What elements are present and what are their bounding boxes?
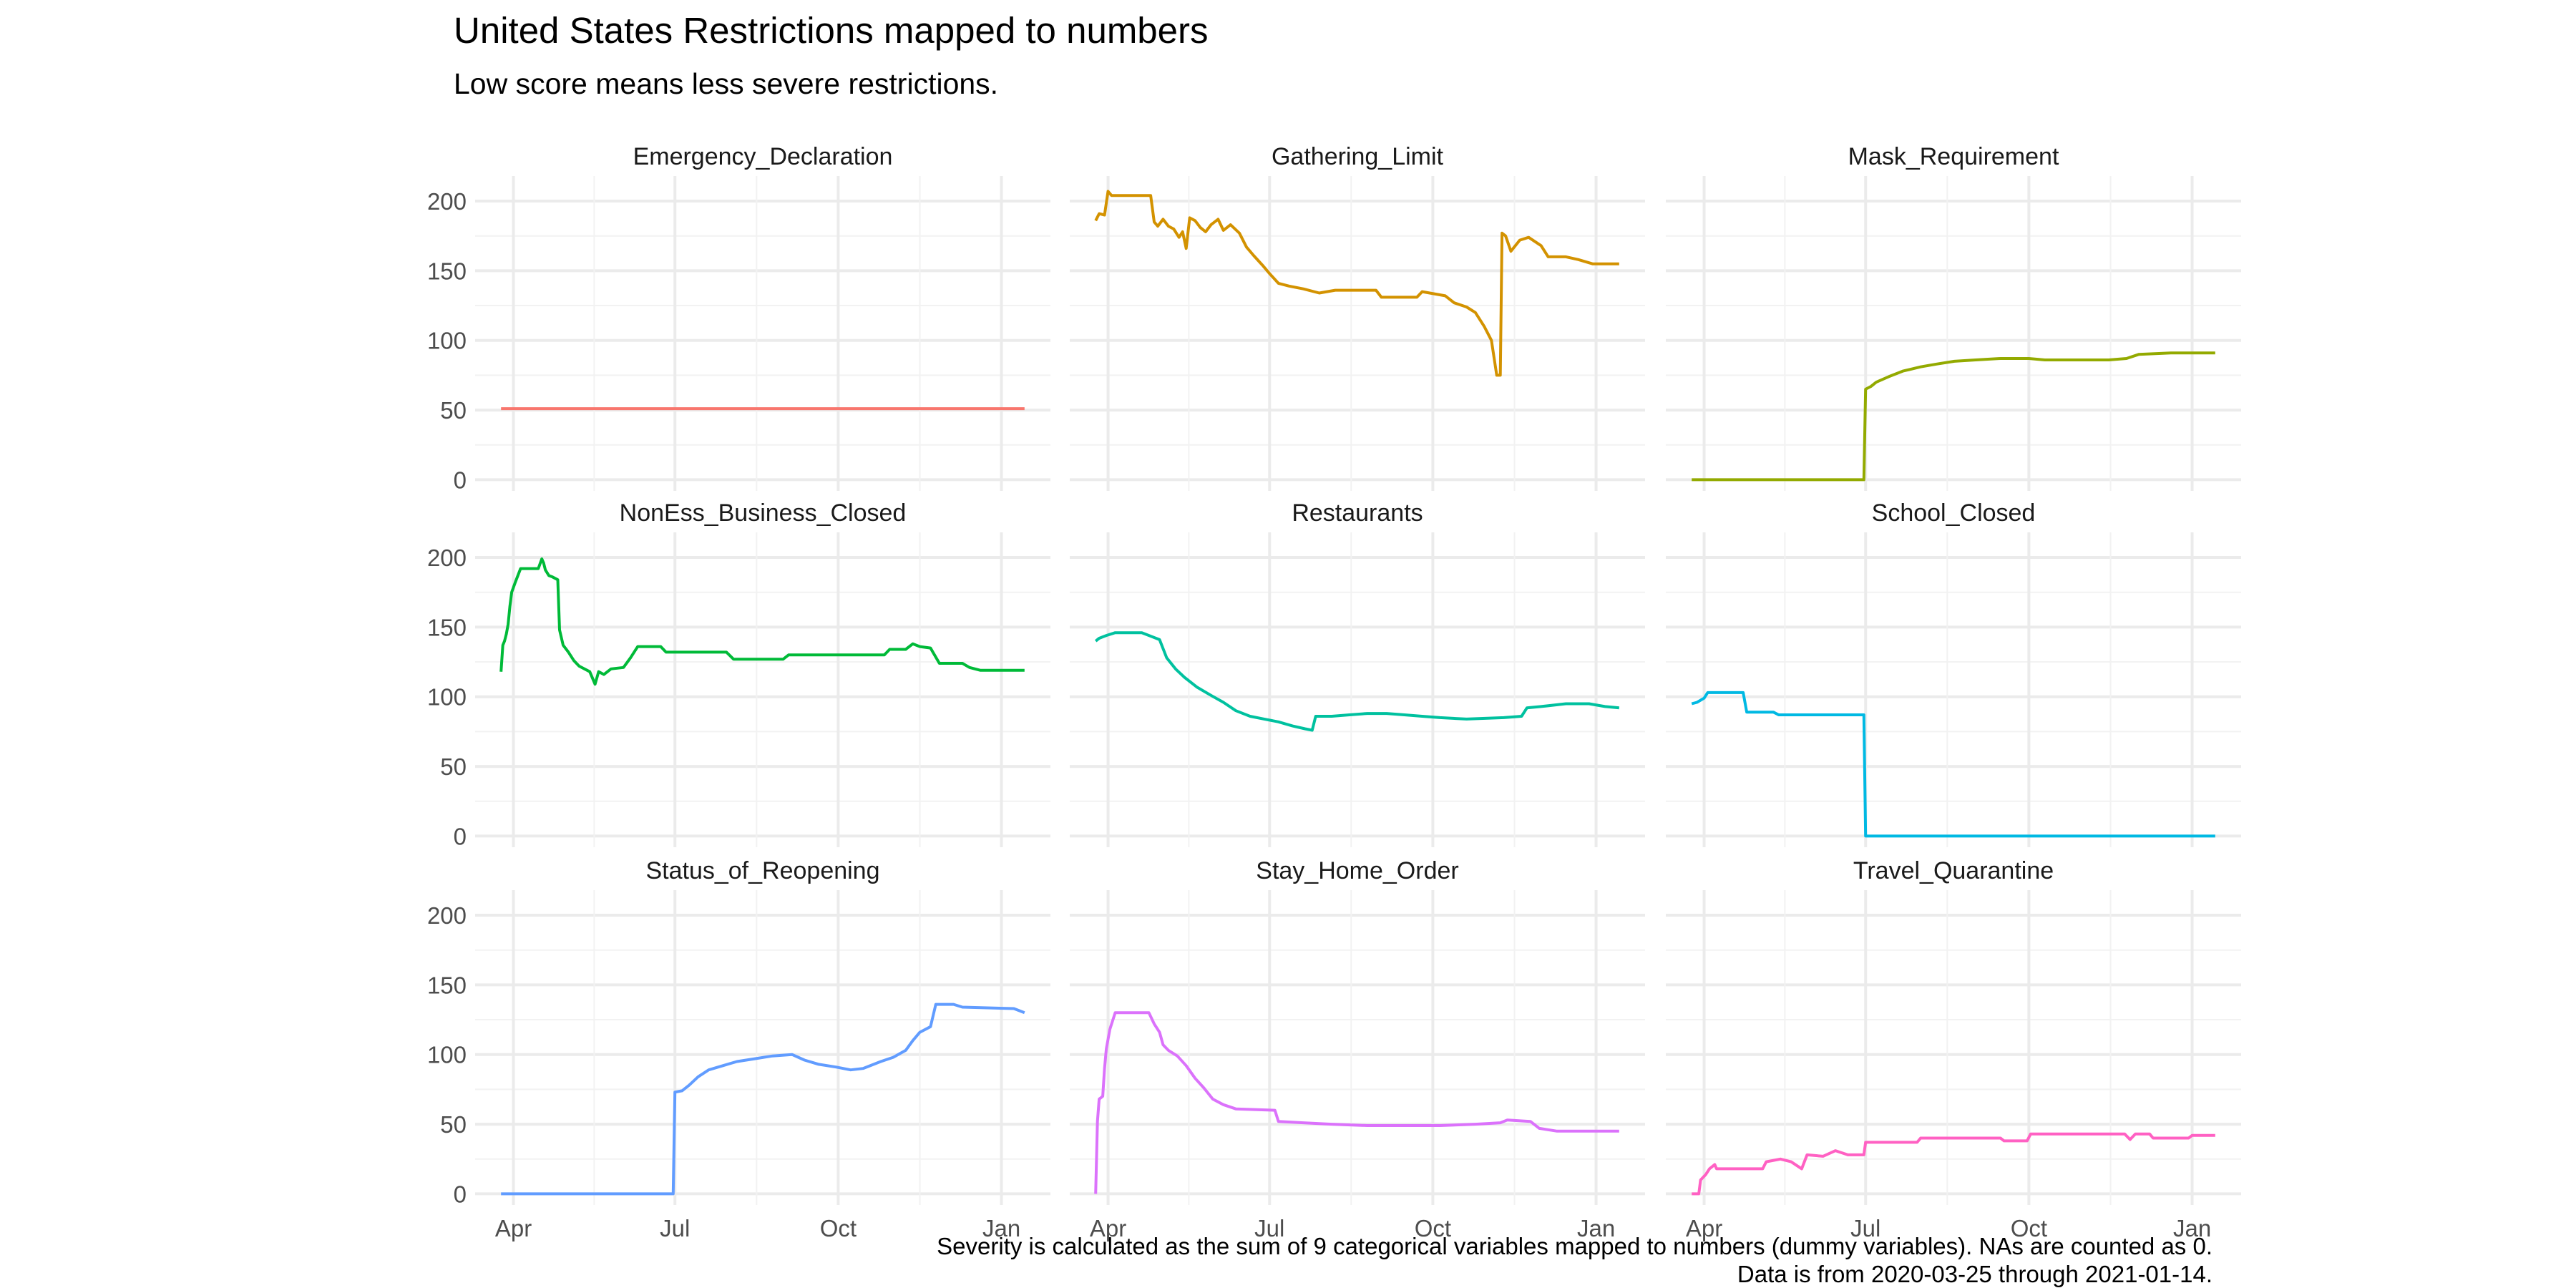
y-tick-label: 0	[454, 467, 467, 493]
facet-status-of-reopening: Status_of_Reopening 0 50 100 150 200 Apr Jul Oct…	[427, 857, 1050, 1241]
y-tick-label: 100	[427, 684, 467, 711]
x-tick-label: Jan	[982, 1215, 1020, 1241]
facet-title-restaurants: Restaurants	[1292, 499, 1423, 527]
facet-title-status-of-reopening: Status_of_Reopening	[645, 857, 879, 884]
series-line-status-of-reopening	[501, 1002, 1025, 1196]
x-tick-label: Oct	[1415, 1215, 1451, 1241]
x-tick-label: Apr	[495, 1215, 532, 1241]
y-tick-label: 200	[427, 545, 467, 571]
facet-title-emergency-declaration: Emergency_Declaration	[633, 143, 893, 170]
y-tick-label: 100	[427, 328, 467, 354]
y-tick-label: 200	[427, 188, 467, 215]
series-line-restaurants	[1094, 631, 1619, 732]
facet-title-stay-home-order: Stay_Home_Order	[1256, 857, 1458, 884]
series-line-noness-business-closed	[499, 557, 1025, 686]
x-tick-label: Jan	[1577, 1215, 1615, 1241]
x-tick-label: Jul	[1254, 1215, 1284, 1241]
facet-stay-home-order: Stay_Home_Order Apr Jul Oct Jan	[1070, 857, 1645, 1241]
y-tick-label: 50	[440, 753, 467, 780]
x-tick-label: Apr	[1686, 1215, 1722, 1241]
series-line-gathering-limit	[1094, 190, 1619, 377]
y-tick-label: 200	[427, 902, 467, 929]
x-tick-label: Jul	[660, 1215, 690, 1241]
facet-title-mask-requirement: Mask_Requirement	[1848, 143, 2059, 170]
y-tick-label: 150	[427, 258, 467, 284]
chart-title: United States Restrictions mapped to num…	[454, 10, 1209, 51]
facet-school-closed: School_Closed	[1666, 499, 2241, 847]
facet-title-noness-business-closed: NonEss_Business_Closed	[620, 499, 907, 527]
y-tick-label: 150	[427, 972, 467, 998]
x-tick-label: Jan	[2173, 1215, 2211, 1241]
facet-panels: Emergency_Declaration 0 50 100 150 200 Gatheri…	[427, 143, 2241, 1241]
y-tick-label: 0	[454, 1181, 467, 1207]
facet-title-gathering-limit: Gathering_Limit	[1272, 143, 1444, 170]
facet-gathering-limit: Gathering_Limit	[1070, 143, 1645, 491]
y-tick-label: 50	[440, 397, 467, 424]
x-tick-label: Oct	[820, 1215, 857, 1241]
facet-mask-requirement: Mask_Requirement	[1666, 143, 2241, 491]
x-tick-label: Jul	[1850, 1215, 1880, 1241]
facet-noness-business-closed: NonEss_Business_Closed 0 50 100 150 200	[427, 499, 1050, 849]
x-tick-label: Apr	[1090, 1215, 1126, 1241]
series-line-stay-home-order	[1094, 1011, 1619, 1194]
facet-restaurants: Restaurants	[1070, 499, 1645, 847]
facet-title-travel-quarantine: Travel_Quarantine	[1853, 857, 2054, 884]
facet-title-school-closed: School_Closed	[1872, 499, 2036, 527]
y-tick-label: 0	[454, 823, 467, 849]
series-line-travel-quarantine	[1692, 1132, 2215, 1196]
caption-line-2: Data is from 2020-03-25 through 2021-01-…	[1737, 1261, 2212, 1287]
y-tick-label: 100	[427, 1042, 467, 1068]
x-tick-label: Oct	[2011, 1215, 2047, 1241]
y-tick-label: 150	[427, 614, 467, 640]
y-tick-label: 50	[440, 1111, 467, 1138]
series-line-mask-requirement	[1692, 351, 2215, 482]
chart-subtitle: Low score means less severe restrictions…	[454, 67, 998, 100]
caption-line-1: Severity is calculated as the sum of 9 c…	[937, 1233, 2212, 1259]
facet-travel-quarantine: Travel_Quarantine Apr Jul Oct Jan	[1666, 857, 2241, 1241]
facet-emergency-declaration: Emergency_Declaration 0 50 100 150 200	[427, 143, 1050, 493]
series-line-school-closed	[1691, 691, 2215, 838]
